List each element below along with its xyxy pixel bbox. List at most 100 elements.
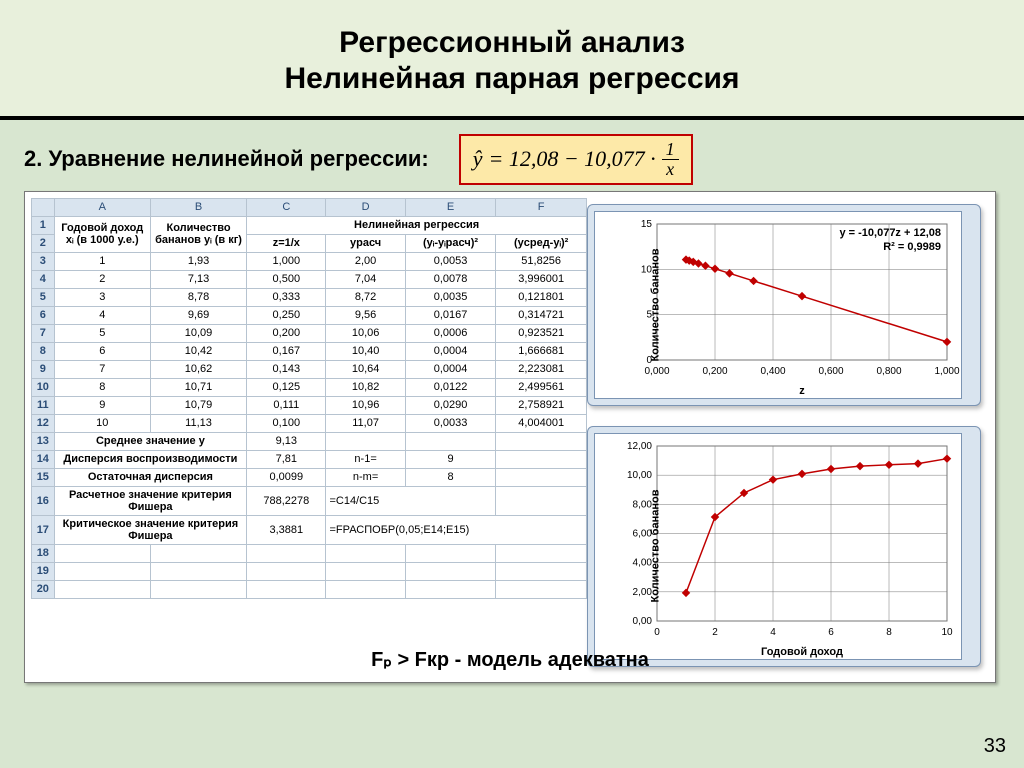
spreadsheet: A B C D E F 1 Годовой доход xᵢ (в 1000 у…	[31, 198, 587, 599]
table-cell: 0,167	[247, 342, 326, 360]
table-cell: 0,500	[247, 270, 326, 288]
svg-text:4: 4	[770, 627, 776, 638]
chart-linear: Количество бананов 0510150,0000,2000,400…	[587, 204, 981, 406]
col-A: A	[54, 198, 150, 216]
table-cell: 0,333	[247, 288, 326, 306]
table-cell: 0,0078	[405, 270, 496, 288]
table-cell: 8	[54, 378, 150, 396]
table-cell: 8,72	[326, 288, 405, 306]
table-cell: 0,143	[247, 360, 326, 378]
table-cell: 0,0053	[405, 252, 496, 270]
svg-text:15: 15	[641, 219, 653, 230]
table-cell: 2,499561	[496, 378, 587, 396]
svg-text:12,00: 12,00	[627, 441, 652, 452]
table-cell: 0,111	[247, 396, 326, 414]
table-cell: 11,07	[326, 414, 405, 432]
table-cell: 5	[54, 324, 150, 342]
table-cell: 7,13	[150, 270, 246, 288]
table-cell: 10,82	[326, 378, 405, 396]
table-cell: 2,223081	[496, 360, 587, 378]
table-cell: 4,004001	[496, 414, 587, 432]
table-cell: 0,0004	[405, 342, 496, 360]
table-cell: 0,0167	[405, 306, 496, 324]
svg-text:0,600: 0,600	[818, 366, 843, 377]
hdr-top: Нелинейная регрессия	[247, 216, 587, 234]
subtitle: 2. Уравнение нелинейной регрессии:	[24, 146, 429, 172]
chart1-ylabel: Количество бананов	[649, 248, 661, 361]
table-cell: 0,100	[247, 414, 326, 432]
col-F: F	[496, 198, 587, 216]
table-cell: 0,0006	[405, 324, 496, 342]
svg-text:0,400: 0,400	[760, 366, 785, 377]
table-cell: 2,758921	[496, 396, 587, 414]
svg-text:0,800: 0,800	[876, 366, 901, 377]
svg-text:y = -10,077z + 12,08: y = -10,077z + 12,08	[839, 227, 941, 239]
table-cell: 0,125	[247, 378, 326, 396]
table-cell: 10,79	[150, 396, 246, 414]
svg-text:10: 10	[941, 627, 953, 638]
regression-formula: ŷ = 12,08 − 10,077 · 1 x	[459, 134, 693, 185]
hdr-A: Годовой доход xᵢ (в 1000 у.е.)	[54, 216, 150, 252]
table-cell: 0,121801	[496, 288, 587, 306]
svg-text:0: 0	[654, 627, 660, 638]
table-cell: 3,996001	[496, 270, 587, 288]
svg-text:0,000: 0,000	[644, 366, 669, 377]
table-cell: 9,69	[150, 306, 246, 324]
table-cell: 10,40	[326, 342, 405, 360]
table-cell: 0,314721	[496, 306, 587, 324]
table-cell: 0,0033	[405, 414, 496, 432]
table-cell: 0,200	[247, 324, 326, 342]
table-cell: 11,13	[150, 414, 246, 432]
table-cell: 0,0035	[405, 288, 496, 306]
table-cell: 7,04	[326, 270, 405, 288]
table-cell: 0,923521	[496, 324, 587, 342]
col-D: D	[326, 198, 405, 216]
table-cell: 10,96	[326, 396, 405, 414]
svg-text:z: z	[799, 385, 805, 397]
title-line-2: Нелинейная парная регрессия	[285, 61, 740, 97]
svg-text:1,000: 1,000	[934, 366, 959, 377]
svg-text:0,200: 0,200	[702, 366, 727, 377]
table-cell: 1,666681	[496, 342, 587, 360]
svg-text:10,00: 10,00	[627, 470, 652, 481]
table-cell: 51,8256	[496, 252, 587, 270]
hdr-B: Количество бананов yᵢ (в кг)	[150, 216, 246, 252]
table-cell: 9	[54, 396, 150, 414]
table-cell: 8,78	[150, 288, 246, 306]
table-cell: 1	[54, 252, 150, 270]
col-E: E	[405, 198, 496, 216]
table-cell: 10,09	[150, 324, 246, 342]
content-area: 2. Уравнение нелинейной регрессии: ŷ = 1…	[0, 120, 1024, 697]
footer-text: Fₚ > Fкр - модель адекватна	[25, 647, 995, 672]
chart-curve: Количество бананов 0,002,004,006,008,001…	[587, 426, 981, 667]
table-cell: 4	[54, 306, 150, 324]
table-cell: 0,0004	[405, 360, 496, 378]
svg-text:0,00: 0,00	[633, 616, 653, 627]
table-cell: 10,06	[326, 324, 405, 342]
table-cell: 10,64	[326, 360, 405, 378]
svg-text:8: 8	[886, 627, 892, 638]
title-line-1: Регрессионный анализ	[339, 25, 685, 61]
table-cell: 7	[54, 360, 150, 378]
svg-text:6: 6	[828, 627, 834, 638]
table-cell: 0,0290	[405, 396, 496, 414]
table-cell: 9,56	[326, 306, 405, 324]
title-band: Регрессионный анализ Нелинейная парная р…	[0, 0, 1024, 116]
svg-text:R² = 0,9989: R² = 0,9989	[883, 241, 941, 253]
chart2-ylabel: Количество бананов	[649, 490, 661, 603]
col-B: B	[150, 198, 246, 216]
main-panel: A B C D E F 1 Годовой доход xᵢ (в 1000 у…	[24, 191, 996, 683]
table-cell: 10	[54, 414, 150, 432]
table-cell: 10,71	[150, 378, 246, 396]
page-number: 33	[984, 735, 1006, 758]
slide: Регрессионный анализ Нелинейная парная р…	[0, 0, 1024, 768]
col-C: C	[247, 198, 326, 216]
table-cell: 2	[54, 270, 150, 288]
svg-text:2: 2	[712, 627, 718, 638]
table-cell: 3	[54, 288, 150, 306]
table-cell: 0,0122	[405, 378, 496, 396]
table-cell: 1,000	[247, 252, 326, 270]
table-cell: 2,00	[326, 252, 405, 270]
table-cell: 0,250	[247, 306, 326, 324]
table-cell: 1,93	[150, 252, 246, 270]
